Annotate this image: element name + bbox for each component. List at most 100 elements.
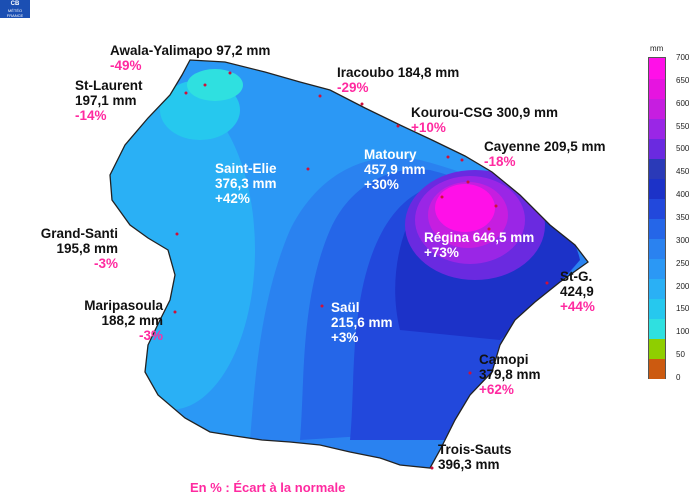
legend-swatch	[649, 78, 665, 99]
field-regina-core	[435, 184, 495, 232]
station-anomaly: +73%	[424, 245, 459, 260]
legend-swatch	[649, 278, 665, 299]
legend-tick-label: 650	[676, 75, 690, 85]
legend-tick-label: 250	[676, 258, 690, 268]
station-iracoubo: Iracoubo 184,8 mm -29%	[337, 65, 459, 95]
station-value: 376,3 mm	[215, 176, 277, 191]
station-anomaly: -29%	[337, 80, 369, 95]
station-st-laurent: St-Laurent 197,1 mm -14%	[75, 78, 143, 123]
station-awala-yalimapo: Awala-Yalimapo 97,2 mm -49%	[110, 43, 270, 73]
marker-camopi	[468, 371, 472, 375]
station-name: Kourou-CSG 300,9 mm	[411, 105, 559, 120]
legend-tick-label: 450	[676, 167, 690, 177]
legend-swatch	[649, 158, 665, 179]
station-value: 195,8 mm	[56, 241, 118, 256]
station-anomaly: -14%	[75, 108, 107, 123]
station-cayenne: Cayenne 209,5 mm -18%	[484, 139, 606, 169]
station-anomaly: +42%	[215, 191, 250, 206]
station-matoury: Matoury 457,9 mm +30%	[364, 147, 426, 192]
station-st-georges: St-G. 424,9 +44%	[560, 269, 595, 314]
marker-matoury	[446, 155, 450, 159]
station-anomaly: -3%	[138, 328, 163, 343]
legend-swatch	[649, 258, 665, 279]
legend-tick-label: 50	[676, 350, 685, 360]
legend-swatch	[649, 298, 665, 319]
marker-stg	[545, 281, 549, 285]
station-name: Iracoubo 184,8 mm	[337, 65, 460, 80]
territory-outline	[109, 59, 589, 469]
legend-tick-label: 400	[676, 190, 690, 200]
station-name: St-G.	[560, 269, 593, 284]
marker-grandsanti	[175, 232, 179, 236]
station-name: Saint-Elie	[215, 161, 277, 176]
marker-regina-1	[440, 195, 444, 199]
station-value: 396,3 mm	[438, 457, 500, 472]
legend-swatch	[649, 318, 665, 339]
legend-swatch	[649, 338, 665, 359]
station-name: Maripasoula	[84, 298, 163, 313]
station-saul: Saül 215,6 mm +3%	[331, 300, 393, 345]
marker-saul	[320, 304, 324, 308]
legend-tick-label: 150	[676, 304, 690, 314]
station-anomaly: +10%	[411, 120, 446, 135]
footer-note: En % : Écart à la normale	[190, 480, 346, 495]
station-value: 457,9 mm	[364, 162, 426, 177]
legend-swatch	[649, 358, 665, 379]
station-value: 424,9	[560, 284, 594, 299]
station-name: Grand-Santi	[40, 226, 118, 241]
legend-swatch	[649, 218, 665, 239]
legend-tick-label: 700	[676, 53, 690, 62]
station-name: Régina 646,5 mm	[424, 230, 535, 245]
station-name: Trois-Sauts	[438, 442, 512, 457]
station-anomaly: +3%	[331, 330, 359, 345]
station-name: St-Laurent	[75, 78, 143, 93]
marker-mana	[228, 71, 232, 75]
legend-swatch	[649, 178, 665, 199]
station-value: 197,1 mm	[75, 93, 137, 108]
legend-tick-label: 300	[676, 235, 690, 245]
marker-troissauts	[430, 466, 434, 470]
legend-tick-label: 600	[676, 98, 690, 108]
legend-tick-label: 550	[676, 121, 690, 131]
marker-regina-3	[494, 204, 498, 208]
station-name: Camopi	[479, 352, 529, 367]
legend-swatch	[649, 238, 665, 259]
logo-mark: CB	[10, 1, 20, 7]
station-camopi: Camopi 379,8 mm +62%	[479, 352, 541, 397]
legend-tick-label: 0	[676, 373, 681, 382]
station-regina: Régina 646,5 mm +73%	[424, 230, 534, 260]
station-anomaly: -49%	[110, 58, 142, 73]
station-markers	[173, 71, 549, 470]
legend-tick-label: 500	[676, 144, 690, 154]
marker-cayenne	[460, 158, 464, 162]
marker-kourou	[396, 124, 400, 128]
station-anomaly: +30%	[364, 177, 399, 192]
station-value: 379,8 mm	[479, 367, 541, 382]
marker-sinnamary	[360, 102, 364, 106]
station-value: 188,2 mm	[101, 313, 163, 328]
station-trois-sauts: Trois-Sauts 396,3 mm	[438, 442, 512, 472]
station-value: 215,6 mm	[331, 315, 393, 330]
station-name: Awala-Yalimapo 97,2 mm	[110, 43, 271, 58]
meteo-france-logo: CB MÉTÉO FRANCE	[0, 0, 30, 18]
station-name: Cayenne 209,5 mm	[484, 139, 606, 154]
station-kourou-csg: Kourou-CSG 300,9 mm +10%	[411, 105, 558, 135]
station-anomaly: -3%	[93, 256, 118, 271]
legend-swatch	[649, 118, 665, 139]
station-anomaly: +44%	[560, 299, 595, 314]
marker-stlaurent	[184, 91, 188, 95]
legend-swatch	[649, 198, 665, 219]
legend-swatch	[649, 98, 665, 119]
field-awala-core	[187, 69, 243, 101]
station-name: Matoury	[364, 147, 417, 162]
station-grand-santi: Grand-Santi 195,8 mm -3%	[14, 226, 118, 271]
station-name: Saül	[331, 300, 360, 315]
legend-swatch	[649, 58, 665, 79]
marker-regina-4	[487, 227, 491, 231]
station-saint-elie: Saint-Elie 376,3 mm +42%	[215, 161, 277, 206]
marker-maripasoula	[173, 310, 177, 314]
station-anomaly: -18%	[484, 154, 516, 169]
legend-tick-label: 200	[676, 281, 690, 291]
legend-swatch	[649, 138, 665, 159]
